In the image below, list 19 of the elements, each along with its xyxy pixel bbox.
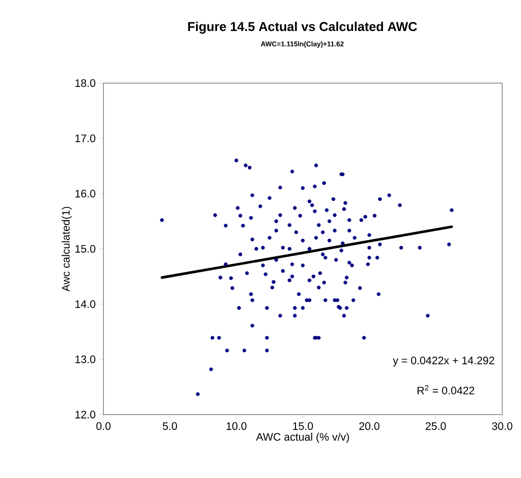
x-tick-label: 0.0 (96, 422, 111, 430)
x-tick-label: 15.0 (293, 422, 313, 430)
chart-title: Figure 14.5 Actual vs Calculated AWC (188, 22, 417, 34)
annotation: y = 0.0422x + 14.292 (392, 356, 494, 366)
y-axis-title: Awc calculated(1) (62, 206, 72, 292)
y-tick-label: 13.0 (75, 356, 96, 364)
x-tick-label: 10.0 (226, 422, 246, 430)
x-tick-label: 20.0 (359, 422, 380, 430)
x-tick-label: 25.0 (426, 422, 446, 430)
y-tick-label: 12.0 (75, 410, 96, 418)
x-tick-label: 5.0 (162, 422, 178, 430)
y-tick-label: 17.0 (75, 134, 96, 142)
y-tick-label: 16.0 (75, 190, 96, 198)
y-tick-label: 18.0 (75, 79, 96, 87)
y-tick-label: 15.0 (75, 245, 96, 253)
annotation: R$^{2}$ = 0.0422 (418, 385, 474, 394)
y-tick-label: 14.0 (75, 300, 96, 308)
x-tick-label: 30.0 (492, 422, 512, 430)
x-axis-title: AWC actual (% v/v) (256, 432, 349, 443)
